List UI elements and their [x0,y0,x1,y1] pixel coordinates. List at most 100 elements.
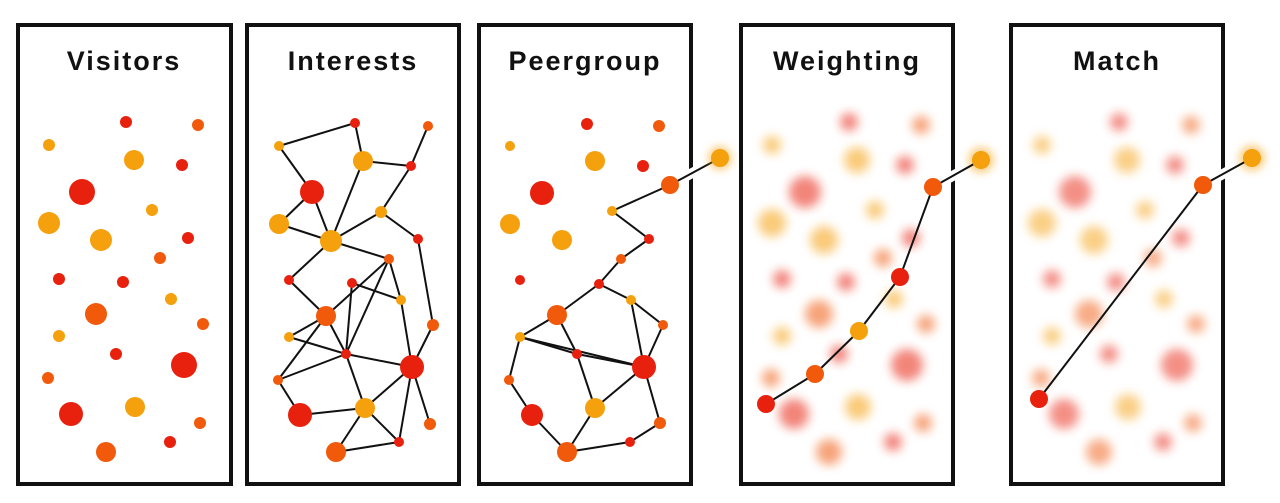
blurred-dot [1107,273,1125,291]
blurred-dot [758,209,786,237]
dot [171,352,197,378]
dot [530,181,554,205]
edge [330,160,364,242]
node [521,404,543,426]
node [273,375,283,385]
node [806,365,824,383]
edge [1038,184,1204,400]
node [924,178,942,196]
node [413,234,423,244]
node [757,395,775,413]
dot [53,330,65,342]
dot [653,120,665,132]
blurred-dot [1166,156,1184,174]
dot [43,139,55,151]
blurred-dot [1032,369,1050,387]
blurred-dot [1075,300,1103,328]
node [355,398,375,418]
blurred-dot [914,414,932,432]
node [1243,149,1261,167]
blurred-dot [1136,201,1154,219]
node [850,322,868,340]
edge [277,353,347,381]
node [284,275,294,285]
node [625,437,635,447]
dot [124,150,144,170]
blurred-dot [1154,433,1172,451]
dot [85,303,107,325]
node [661,176,679,194]
node [350,118,360,128]
blurred-dot [1114,147,1140,173]
node [632,355,656,379]
dot [110,348,122,360]
dot [53,273,65,285]
edge [814,330,860,375]
edge [277,315,327,381]
node [594,279,604,289]
dot [164,436,176,448]
node [269,214,289,234]
edge [380,165,412,213]
blurred-dot [773,270,791,288]
blurred-dot [891,349,923,381]
node [384,254,394,264]
dot [165,293,177,305]
edge [410,125,429,167]
blurred-dot [917,315,935,333]
dot [59,402,83,426]
dot [500,214,520,234]
edge [566,441,631,453]
blurred-dot [840,113,858,131]
dot [154,252,166,264]
node [400,355,424,379]
blurred-dot [779,399,809,429]
blurred-dot [845,394,871,420]
node [1194,176,1212,194]
node [288,403,312,427]
edge [345,282,353,355]
edge [345,258,390,355]
edge [598,283,632,301]
node [644,234,654,244]
edge [630,299,664,326]
dot [125,397,145,417]
blurred-dot [1172,229,1190,247]
dot [117,276,129,288]
blurred-dot [1033,136,1051,154]
dot [176,159,188,171]
dot [96,442,116,462]
node [607,206,617,216]
dot [515,275,525,285]
dot [194,417,206,429]
edge [388,258,402,301]
blurred-dot [1043,270,1061,288]
node [353,151,373,171]
node [396,295,406,305]
blurred-dot [1086,439,1112,465]
blurred-dot [1080,226,1108,254]
node [375,206,387,218]
blurred-dot [844,147,870,173]
dot [182,232,194,244]
panel-title: Visitors [67,46,182,76]
dot [69,179,95,205]
blurred-dot [816,439,842,465]
blurred-dot [1110,113,1128,131]
blurred-dot [1144,249,1162,267]
blurred-dot [762,369,780,387]
edge [765,373,816,405]
dot [197,318,209,330]
blurred-dot [874,249,892,267]
edge [1202,157,1253,186]
dot [42,372,54,384]
blurred-dot [1049,399,1079,429]
blurred-dot [1155,290,1173,308]
blurred-dot [896,156,914,174]
blurred-dot [763,136,781,154]
edge [932,159,982,188]
edge [611,184,671,212]
panel-title: Weighting [773,46,921,76]
